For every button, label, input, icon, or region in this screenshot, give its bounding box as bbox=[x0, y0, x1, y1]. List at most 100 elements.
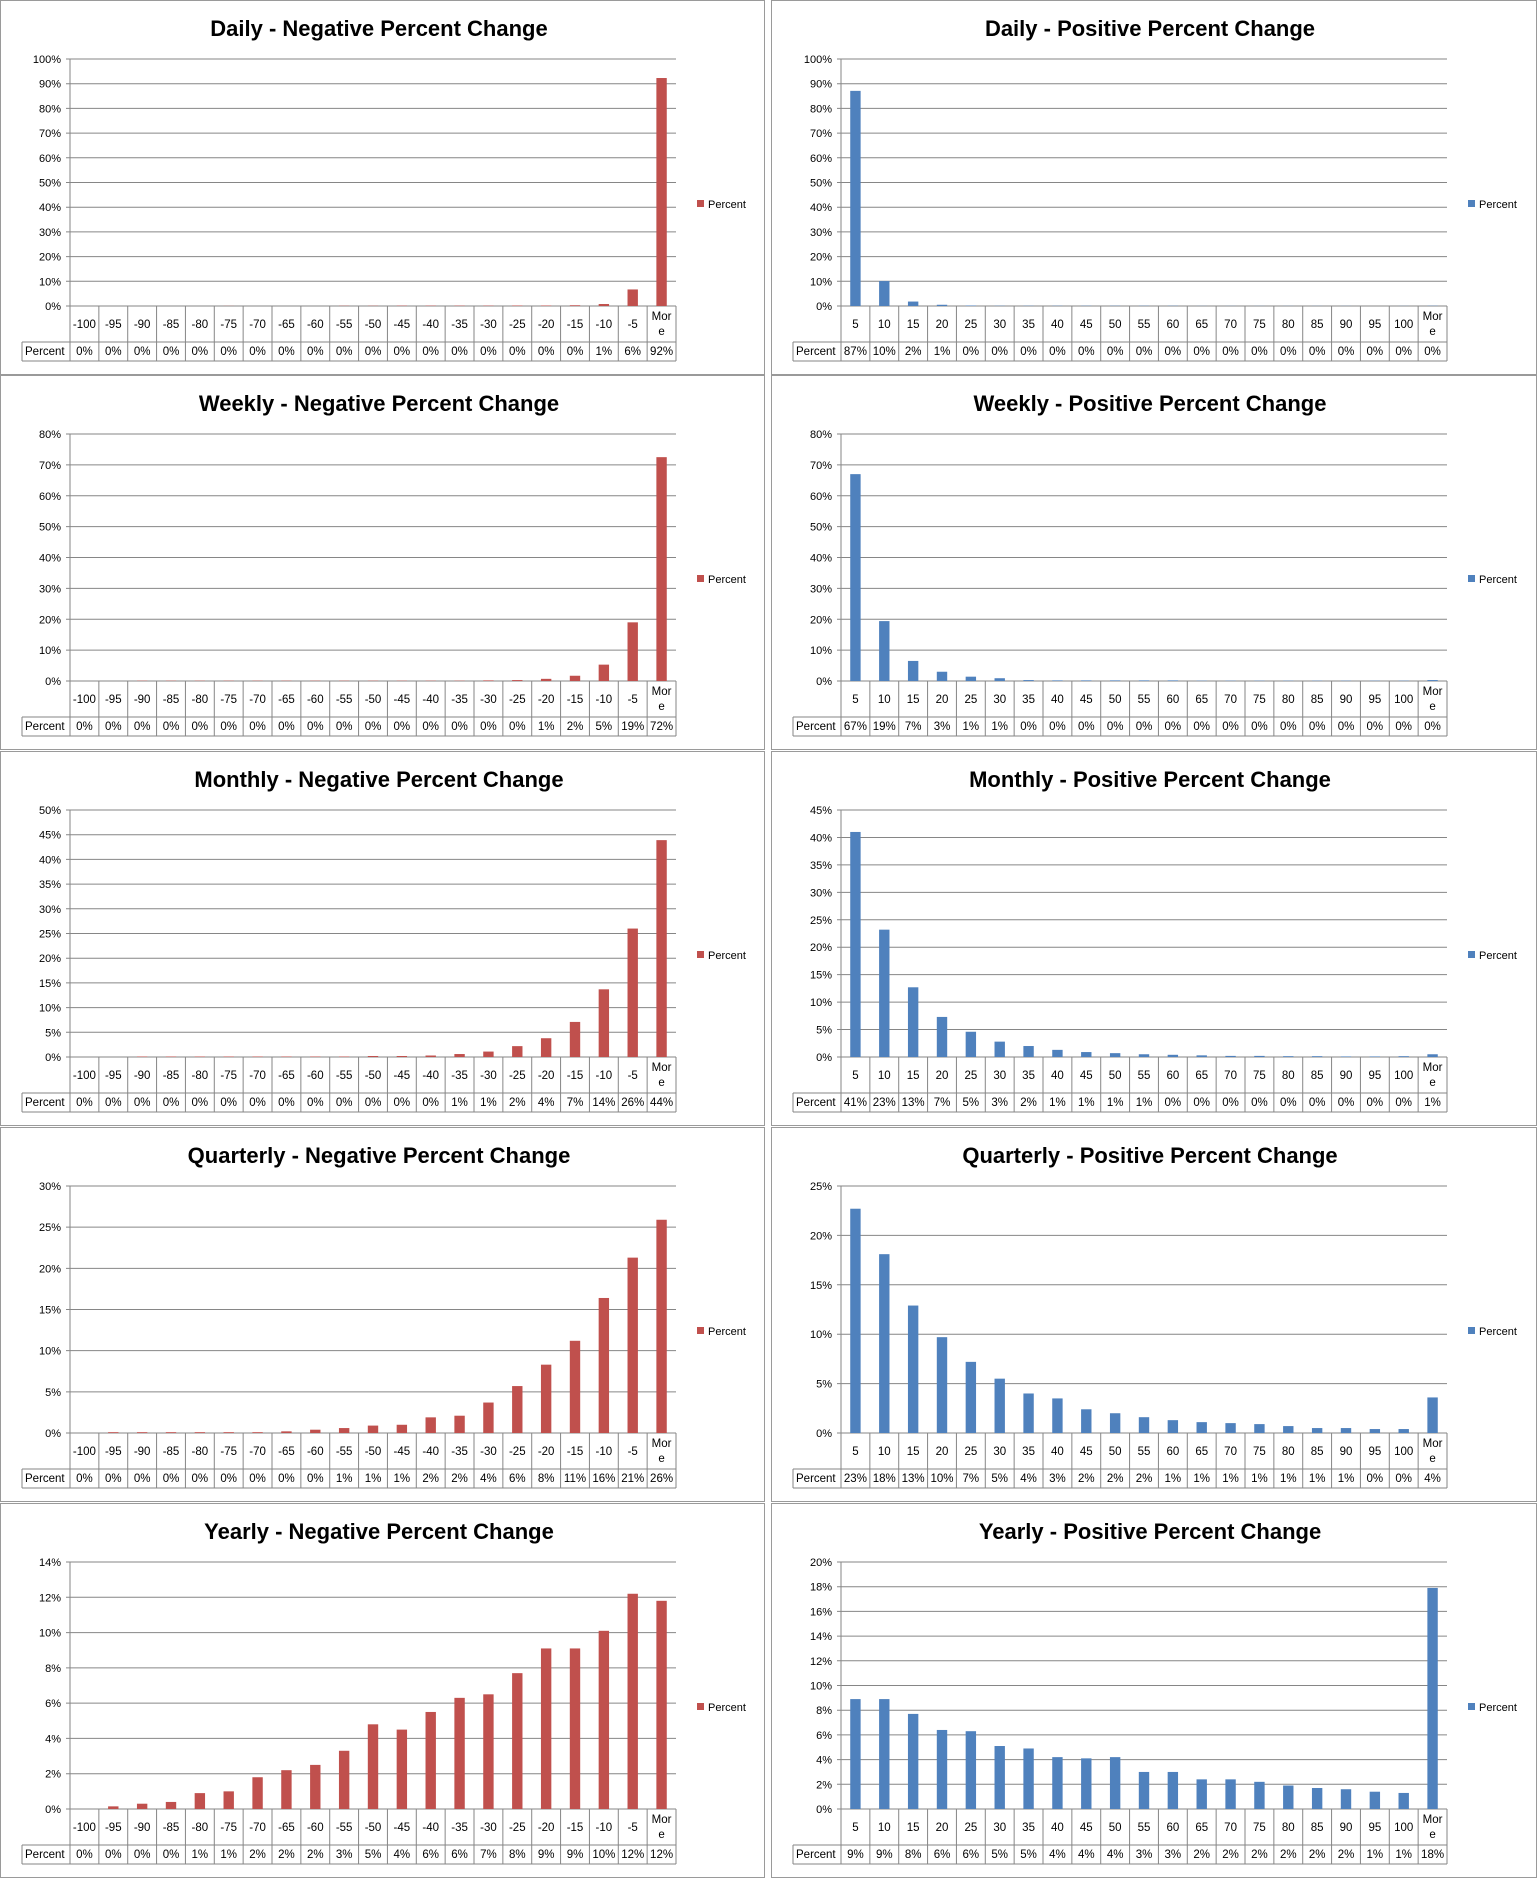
category-label: 35 bbox=[1022, 694, 1035, 706]
category-label: 75 bbox=[1253, 1446, 1266, 1458]
legend-key bbox=[1468, 951, 1475, 958]
bar bbox=[1399, 1056, 1409, 1057]
category-label: -100 bbox=[73, 1446, 96, 1458]
table-value: 0% bbox=[1222, 1097, 1239, 1109]
y-tick-label: 40% bbox=[810, 202, 832, 214]
legend-label: Percent bbox=[708, 950, 746, 962]
table-value: 0% bbox=[365, 721, 382, 733]
table-value: 1% bbox=[1049, 1097, 1066, 1109]
table-value: 0% bbox=[336, 1097, 353, 1109]
category-label: 35 bbox=[1022, 1822, 1035, 1834]
bar bbox=[656, 1601, 666, 1809]
table-value: 0% bbox=[192, 346, 209, 358]
y-tick-label: 100% bbox=[33, 54, 61, 66]
y-tick-label: 20% bbox=[810, 1557, 832, 1569]
table-value: 5% bbox=[596, 721, 613, 733]
table-row-header: Percent bbox=[796, 1097, 836, 1109]
category-label: 15 bbox=[907, 694, 920, 706]
y-tick-label: 14% bbox=[810, 1631, 832, 1643]
category-label: 80 bbox=[1282, 1822, 1295, 1834]
y-tick-label: 90% bbox=[810, 79, 832, 91]
category-label: 95 bbox=[1368, 1822, 1381, 1834]
table-value: 2% bbox=[1251, 1849, 1268, 1861]
category-label: -65 bbox=[278, 1822, 295, 1834]
table-value: 0% bbox=[105, 1097, 122, 1109]
bar bbox=[397, 1730, 407, 1809]
y-tick-label: 0% bbox=[45, 676, 61, 688]
table-value: 0% bbox=[1078, 346, 1095, 358]
bar bbox=[995, 678, 1005, 681]
y-tick-label: 0% bbox=[45, 301, 61, 313]
category-label: -100 bbox=[73, 319, 96, 331]
bar bbox=[995, 1746, 1005, 1809]
table-value: 1% bbox=[596, 346, 613, 358]
bar bbox=[512, 1386, 522, 1433]
table-value: 1% bbox=[220, 1849, 237, 1861]
table-row-header: Percent bbox=[25, 721, 65, 733]
bar bbox=[1052, 680, 1062, 681]
category-label: 60 bbox=[1166, 1446, 1179, 1458]
y-tick-label: 6% bbox=[816, 1730, 832, 1742]
category-label: 5 bbox=[852, 1822, 858, 1834]
bar bbox=[1110, 680, 1120, 681]
category-label: -80 bbox=[192, 1070, 209, 1082]
table-value: 1% bbox=[1338, 1473, 1355, 1485]
category-label: e bbox=[1429, 1077, 1435, 1089]
y-tick-label: 0% bbox=[45, 1804, 61, 1816]
table-value: 7% bbox=[480, 1849, 497, 1861]
table-value: 1% bbox=[1280, 1473, 1297, 1485]
table-row-header: Percent bbox=[25, 1097, 65, 1109]
bar bbox=[966, 677, 976, 681]
table-value: 0% bbox=[509, 721, 526, 733]
category-label: -30 bbox=[480, 1070, 497, 1082]
bar bbox=[1283, 1786, 1293, 1809]
y-tick-label: 20% bbox=[39, 953, 61, 965]
y-tick-label: 35% bbox=[39, 879, 61, 891]
table-value: 0% bbox=[1251, 346, 1268, 358]
table-value: 2% bbox=[249, 1849, 266, 1861]
category-label: 25 bbox=[964, 319, 977, 331]
category-label: Mor bbox=[652, 1062, 672, 1074]
chart-title: Daily - Negative Percent Change bbox=[210, 16, 547, 41]
chart-svg: Quarterly - Negative Percent Change0%5%1… bbox=[1, 1128, 765, 1502]
category-label: -65 bbox=[278, 694, 295, 706]
table-value: 0% bbox=[1049, 721, 1066, 733]
table-value: 0% bbox=[1165, 721, 1182, 733]
bar bbox=[1081, 1052, 1091, 1057]
table-value: 8% bbox=[905, 1849, 922, 1861]
category-label: 5 bbox=[852, 1070, 858, 1082]
category-label: 25 bbox=[964, 694, 977, 706]
bar bbox=[937, 1017, 947, 1057]
table-value: 9% bbox=[538, 1849, 555, 1861]
table-value: 26% bbox=[650, 1473, 673, 1485]
category-label: -65 bbox=[278, 1070, 295, 1082]
bar bbox=[1110, 1757, 1120, 1809]
category-label: -75 bbox=[220, 1070, 237, 1082]
y-tick-label: 50% bbox=[810, 522, 832, 534]
table-value: 0% bbox=[134, 346, 151, 358]
category-label: 90 bbox=[1340, 319, 1353, 331]
table-value: 0% bbox=[1424, 721, 1441, 733]
y-tick-label: 40% bbox=[39, 553, 61, 565]
category-label: -80 bbox=[192, 1822, 209, 1834]
table-value: 4% bbox=[480, 1473, 497, 1485]
table-value: 6% bbox=[934, 1849, 951, 1861]
bar bbox=[397, 1425, 407, 1433]
table-value: 0% bbox=[394, 346, 411, 358]
y-tick-label: 0% bbox=[816, 1052, 832, 1064]
category-label: 10 bbox=[878, 1070, 891, 1082]
category-label: -55 bbox=[336, 319, 353, 331]
category-label: -15 bbox=[567, 1070, 584, 1082]
category-label: Mor bbox=[1423, 686, 1443, 698]
bar bbox=[368, 1056, 378, 1057]
table-value: 1% bbox=[480, 1097, 497, 1109]
bar bbox=[1341, 1789, 1351, 1809]
category-label: -90 bbox=[134, 694, 151, 706]
table-value: 5% bbox=[1020, 1849, 1037, 1861]
category-label: -95 bbox=[105, 1070, 122, 1082]
table-value: 0% bbox=[509, 346, 526, 358]
table-value: 5% bbox=[365, 1849, 382, 1861]
category-label: 10 bbox=[878, 1446, 891, 1458]
bar bbox=[1370, 1429, 1380, 1433]
